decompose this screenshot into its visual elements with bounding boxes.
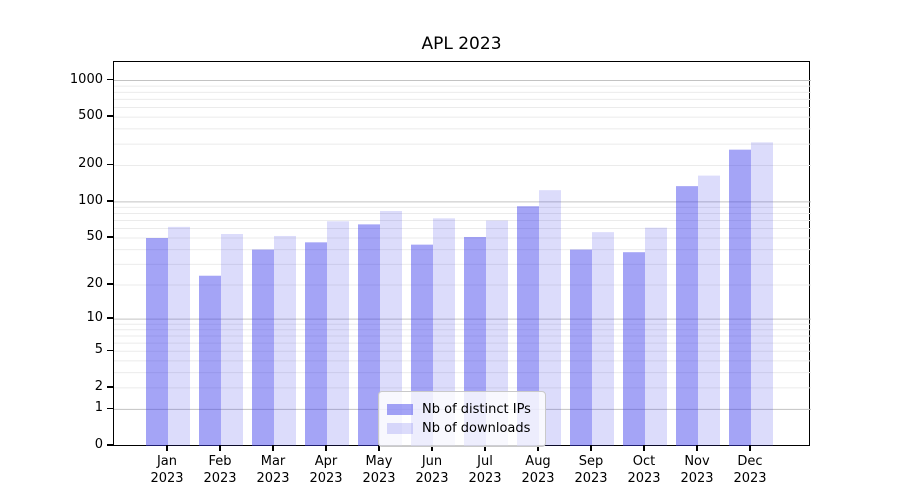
legend: Nb of distinct IPs Nb of downloads: [378, 391, 546, 447]
bar-nb-of-distinct-ips-oct-2023: [623, 252, 645, 446]
y-tick-mark-1000: [107, 78, 113, 81]
plot-canvas: [114, 80, 811, 446]
bar-nb-of-downloads-may-2023: [380, 210, 402, 446]
bar-nb-of-downloads-mar-2023: [274, 235, 296, 446]
y-tick-label-100: 100: [78, 192, 103, 208]
y-tick-label-50: 50: [86, 229, 103, 245]
bar-nb-of-downloads-dec-2023: [751, 142, 773, 446]
x-tick-mark-jul-2023: [484, 445, 486, 451]
bar-nb-of-distinct-ips-feb-2023: [199, 275, 221, 446]
y-tick-mark-1: [107, 407, 113, 410]
y-tick-mark-50: [107, 236, 113, 238]
x-tick-label-feb-2023: Feb 2023: [203, 454, 237, 486]
y-tick-mark-5: [107, 349, 113, 351]
legend-label-nb-of-downloads: Nb of downloads: [422, 421, 531, 436]
x-tick-mark-aug-2023: [537, 445, 539, 451]
bar-nb-of-distinct-ips-may-2023: [358, 224, 380, 446]
bar-nb-of-downloads-oct-2023: [645, 227, 667, 446]
x-tick-mark-jan-2023: [166, 445, 168, 451]
y-tick-label-10: 10: [86, 310, 103, 326]
y-tick-mark-100: [107, 200, 113, 202]
x-tick-label-dec-2023: Dec 2023: [733, 454, 767, 486]
y-tick-label-2: 2: [94, 378, 103, 394]
x-tick-mark-jun-2023: [431, 445, 433, 451]
bar-nb-of-downloads-sep-2023: [592, 232, 614, 446]
y-tick-label-500: 500: [78, 108, 103, 124]
y-tick-mark-0: [107, 444, 113, 446]
chart-title: APL 2023: [421, 34, 502, 54]
bar-nb-of-downloads-jul-2023: [486, 220, 508, 446]
y-tick-label-200: 200: [78, 156, 103, 172]
y-tick-mark-20: [107, 283, 113, 285]
legend-label-nb-of-distinct-ips: Nb of distinct IPs: [422, 402, 531, 417]
legend-entry-nb-of-downloads: Nb of downloads: [387, 420, 535, 437]
x-tick-mark-sep-2023: [590, 445, 592, 451]
x-tick-mark-dec-2023: [749, 445, 751, 451]
x-tick-label-sep-2023: Sep 2023: [574, 454, 608, 486]
x-tick-mark-apr-2023: [325, 445, 327, 451]
x-tick-label-nov-2023: Nov 2023: [680, 454, 714, 486]
y-tick-mark-10: [107, 317, 113, 319]
bar-nb-of-distinct-ips-aug-2023: [517, 206, 539, 446]
bar-nb-of-downloads-jan-2023: [168, 226, 190, 446]
y-tick-label-1: 1: [94, 400, 103, 416]
y-tick-label-0: 0: [94, 437, 103, 452]
y-tick-mark-2: [107, 386, 113, 388]
x-tick-mark-feb-2023: [219, 445, 221, 451]
legend-entry-nb-of-distinct-ips: Nb of distinct IPs: [387, 401, 535, 418]
legend-swatch-nb-of-downloads: [387, 423, 413, 434]
y-tick-label-1000: 1000: [69, 71, 103, 87]
x-tick-mark-mar-2023: [272, 445, 274, 451]
x-tick-mark-may-2023: [378, 445, 380, 451]
y-tick-mark-500: [107, 115, 113, 117]
bar-nb-of-downloads-aug-2023: [539, 190, 561, 446]
bar-nb-of-downloads-apr-2023: [327, 221, 349, 446]
x-tick-mark-nov-2023: [696, 445, 698, 451]
x-tick-label-aug-2023: Aug 2023: [521, 454, 555, 486]
y-tick-mark-200: [107, 163, 113, 166]
x-tick-mark-oct-2023: [643, 445, 645, 451]
bar-nb-of-distinct-ips-dec-2023: [729, 149, 751, 446]
x-tick-label-jan-2023: Jan 2023: [150, 454, 184, 486]
bar-nb-of-distinct-ips-nov-2023: [676, 186, 698, 446]
legend-swatch-nb-of-distinct-ips: [387, 404, 413, 415]
bar-nb-of-distinct-ips-mar-2023: [252, 249, 274, 446]
y-tick-label-5: 5: [94, 342, 103, 358]
bar-nb-of-downloads-nov-2023: [698, 175, 720, 446]
x-tick-label-jul-2023: Jul 2023: [468, 454, 502, 486]
x-tick-label-jun-2023: Jun 2023: [415, 454, 449, 486]
x-tick-label-apr-2023: Apr 2023: [309, 454, 343, 486]
y-tick-label-20: 20: [86, 275, 103, 291]
bar-nb-of-distinct-ips-apr-2023: [305, 242, 327, 446]
x-tick-label-oct-2023: Oct 2023: [627, 454, 661, 486]
bar-nb-of-downloads-feb-2023: [221, 234, 243, 446]
bar-nb-of-distinct-ips-jan-2023: [146, 238, 168, 446]
bar-nb-of-downloads-jun-2023: [433, 218, 455, 446]
plot-area: [113, 61, 811, 446]
bar-nb-of-distinct-ips-sep-2023: [570, 249, 592, 446]
x-tick-label-mar-2023: Mar 2023: [256, 454, 290, 486]
x-tick-label-may-2023: May 2023: [362, 454, 396, 486]
